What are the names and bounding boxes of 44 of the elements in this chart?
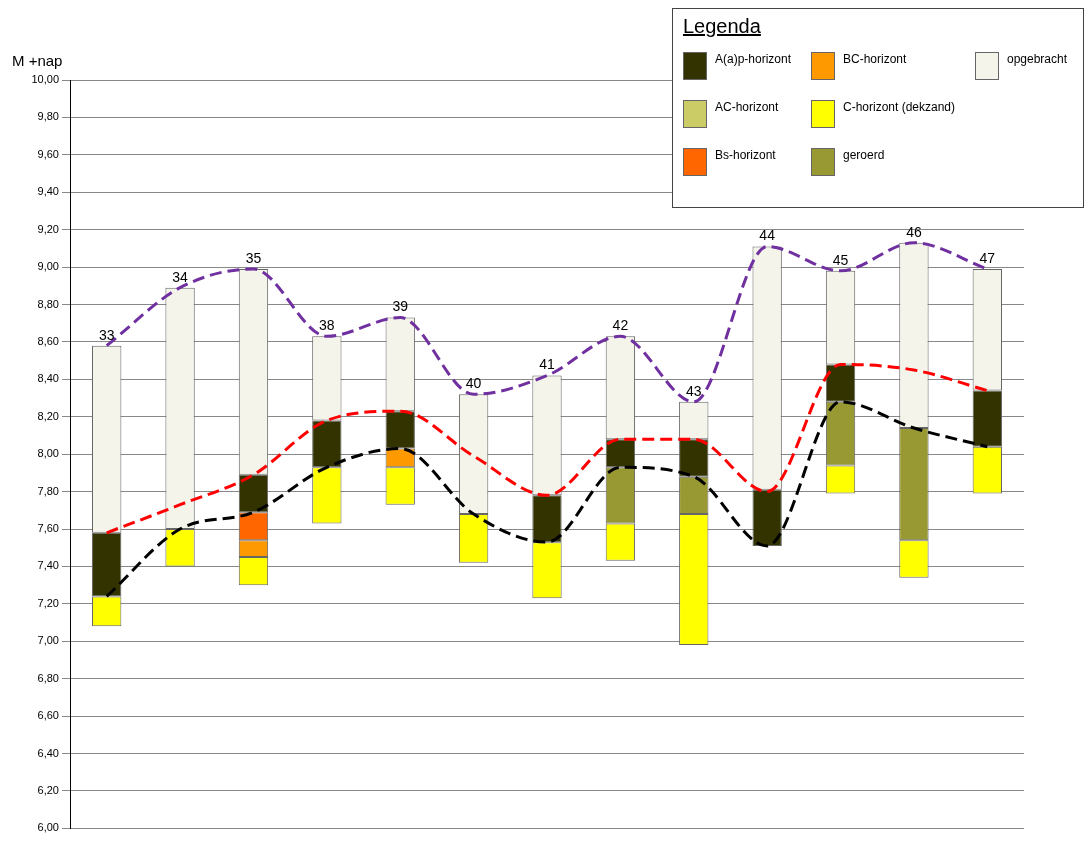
y-tick-label: 9,60 — [37, 147, 59, 160]
x-tick-label: 47 — [979, 249, 996, 266]
legend-label: opgebracht — [1007, 52, 1068, 66]
y-axis-title: M +nap — [12, 52, 63, 69]
y-tick-label: 8,80 — [37, 297, 59, 310]
y-tick-label: 6,40 — [37, 746, 59, 759]
x-tick-label: 39 — [392, 298, 409, 315]
x-tick-label: 43 — [685, 382, 702, 399]
y-tick-label: 8,40 — [37, 372, 59, 385]
y-tick-label: 6,60 — [37, 709, 59, 722]
legend-label: C-horizont (dekzand) — [842, 100, 956, 114]
y-tick-label: 7,60 — [37, 522, 59, 535]
y-tick-label: 8,20 — [37, 409, 59, 422]
x-tick-label: 33 — [98, 326, 115, 343]
y-tick-label: 6,20 — [37, 784, 59, 797]
legend-label: BC-horizont — [842, 52, 907, 66]
x-tick-label: 46 — [906, 223, 922, 240]
line-series — [105, 400, 989, 598]
y-tick-label: 7,80 — [37, 484, 59, 497]
y-tick-label: 7,20 — [37, 596, 59, 609]
x-tick-label: 40 — [465, 375, 482, 392]
legend-label: Bs-horizont — [715, 148, 776, 162]
x-tick-label: 35 — [245, 249, 262, 266]
y-tick-label: 9,80 — [37, 110, 59, 123]
legend-title: Legenda — [683, 15, 762, 38]
y-tick-label: 8,00 — [37, 447, 59, 460]
x-tick-label: 45 — [832, 251, 849, 268]
y-tick-label: 7,40 — [37, 559, 59, 572]
legend-label: A(a)p-horizont — [715, 52, 792, 66]
x-tick-label: 38 — [319, 317, 335, 334]
y-tick-label: 6,80 — [37, 671, 59, 684]
y-tick-label: 9,20 — [37, 222, 59, 235]
y-tick-label: 6,00 — [37, 821, 59, 834]
y-tick-label: 10,00 — [31, 73, 59, 86]
x-tick-label: 41 — [539, 356, 555, 373]
y-tick-label: 7,00 — [37, 634, 59, 647]
y-tick-label: 9,00 — [37, 260, 59, 273]
x-tick-label: 34 — [172, 268, 189, 285]
x-tick-label: 44 — [759, 227, 776, 244]
legend-label: AC-horizont — [715, 100, 779, 114]
legend-label: geroerd — [842, 148, 885, 162]
x-tick-label: 42 — [612, 317, 629, 334]
y-tick-label: 8,60 — [37, 334, 59, 347]
y-tick-label: 9,40 — [37, 185, 59, 198]
